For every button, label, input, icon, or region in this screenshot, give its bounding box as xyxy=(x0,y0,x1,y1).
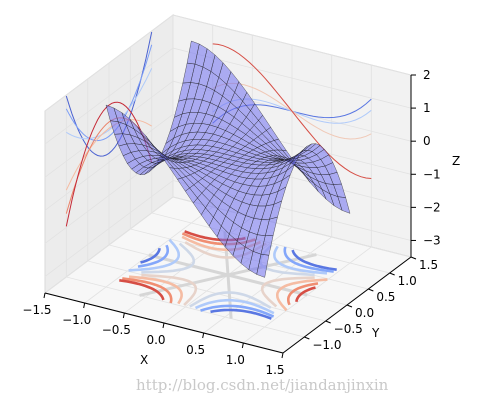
floor-contour xyxy=(210,308,272,320)
z-tick-label: −3 xyxy=(423,233,441,247)
x-tick-label: −1.0 xyxy=(62,313,91,327)
floor-contours xyxy=(119,230,337,320)
grid-line-y xyxy=(151,31,390,274)
y-tick-label: 1.0 xyxy=(398,274,417,288)
grid-line-z xyxy=(44,14,412,112)
x-tick-label: −0.5 xyxy=(102,323,131,337)
x-tick xyxy=(122,312,125,319)
x-tick xyxy=(83,302,86,309)
z-tick-label: −1 xyxy=(423,167,441,181)
x-tick xyxy=(281,352,284,359)
y-tick-label: 1.5 xyxy=(419,258,438,272)
floor-contour xyxy=(141,242,196,274)
y-tick-label: 0.5 xyxy=(376,290,395,304)
x-tick xyxy=(241,342,244,349)
x-tick xyxy=(43,292,46,299)
floor-contour xyxy=(128,238,180,272)
left-wall-contour xyxy=(66,68,153,140)
floor-contour xyxy=(194,298,275,315)
left-wall-contour xyxy=(65,101,153,227)
floor-contour xyxy=(273,245,328,275)
x-tick-label: 1.5 xyxy=(265,363,284,377)
grid-line-z xyxy=(44,80,412,178)
y-axis-label: Y xyxy=(371,326,380,340)
surface-cell xyxy=(256,253,270,278)
floor-contour xyxy=(283,246,334,273)
y-tick xyxy=(304,336,310,340)
floor-contour xyxy=(141,273,198,307)
y-tick xyxy=(325,320,331,324)
floor-contour xyxy=(189,291,272,309)
y-tick-label: −1.0 xyxy=(312,338,341,352)
watermark-text: http://blog.csdn.net/jiandanjinxin xyxy=(136,376,389,394)
floor-contour xyxy=(137,244,169,268)
x-axis-label: X xyxy=(140,353,148,367)
grid-line-z xyxy=(44,113,412,211)
grid-line-y xyxy=(87,79,326,322)
grid-line-z xyxy=(44,47,412,145)
back-wall-contour xyxy=(212,43,372,179)
y-tick xyxy=(346,304,353,308)
floor-contour xyxy=(140,247,161,264)
y-tick-label: 0.0 xyxy=(355,306,374,320)
z-tick-label: 1 xyxy=(423,101,431,115)
floor-contour xyxy=(119,279,165,301)
floor-contour xyxy=(122,277,173,304)
y-tick-label: −0.5 xyxy=(334,322,363,336)
z-tick-label: 2 xyxy=(423,68,431,82)
floor-contour xyxy=(295,286,316,303)
z-axis-label: Z xyxy=(452,154,460,168)
x-tick xyxy=(162,322,165,329)
surface-mesh xyxy=(105,40,351,278)
x-tick-label: 0.0 xyxy=(146,333,165,347)
z-tick-label: −2 xyxy=(423,200,441,214)
tick-labels: −1.5−1.0−0.50.00.51.01.5−1.0−0.50.00.51.… xyxy=(22,68,440,377)
y-tick xyxy=(368,288,374,292)
grid-line-y xyxy=(172,15,412,258)
y-tick xyxy=(410,256,417,260)
floor-contour xyxy=(200,304,275,318)
left-wall-contour xyxy=(65,119,152,191)
y-tick xyxy=(389,272,395,276)
x-tick-label: 0.5 xyxy=(186,343,205,357)
grid-line-y xyxy=(65,95,305,338)
floor-contour xyxy=(286,282,319,306)
floor-contour xyxy=(128,275,183,305)
x-tick-label: −1.5 xyxy=(22,303,51,317)
x-tick-label: 1.0 xyxy=(226,353,245,367)
z-tick-label: 0 xyxy=(423,134,431,148)
floor-contour xyxy=(291,249,337,271)
left-wall-contour xyxy=(65,44,153,142)
x-tick xyxy=(202,332,205,339)
floor-contour xyxy=(260,276,315,308)
left-wall-contour xyxy=(65,31,153,157)
floor-contour xyxy=(275,278,328,312)
grid-line-z xyxy=(44,180,412,277)
grid-line-y xyxy=(129,47,369,290)
